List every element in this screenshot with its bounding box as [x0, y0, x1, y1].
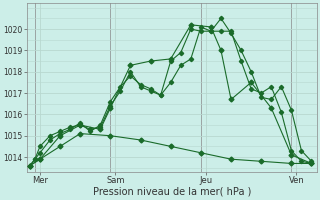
X-axis label: Pression niveau de la mer( hPa ): Pression niveau de la mer( hPa ): [92, 187, 251, 197]
